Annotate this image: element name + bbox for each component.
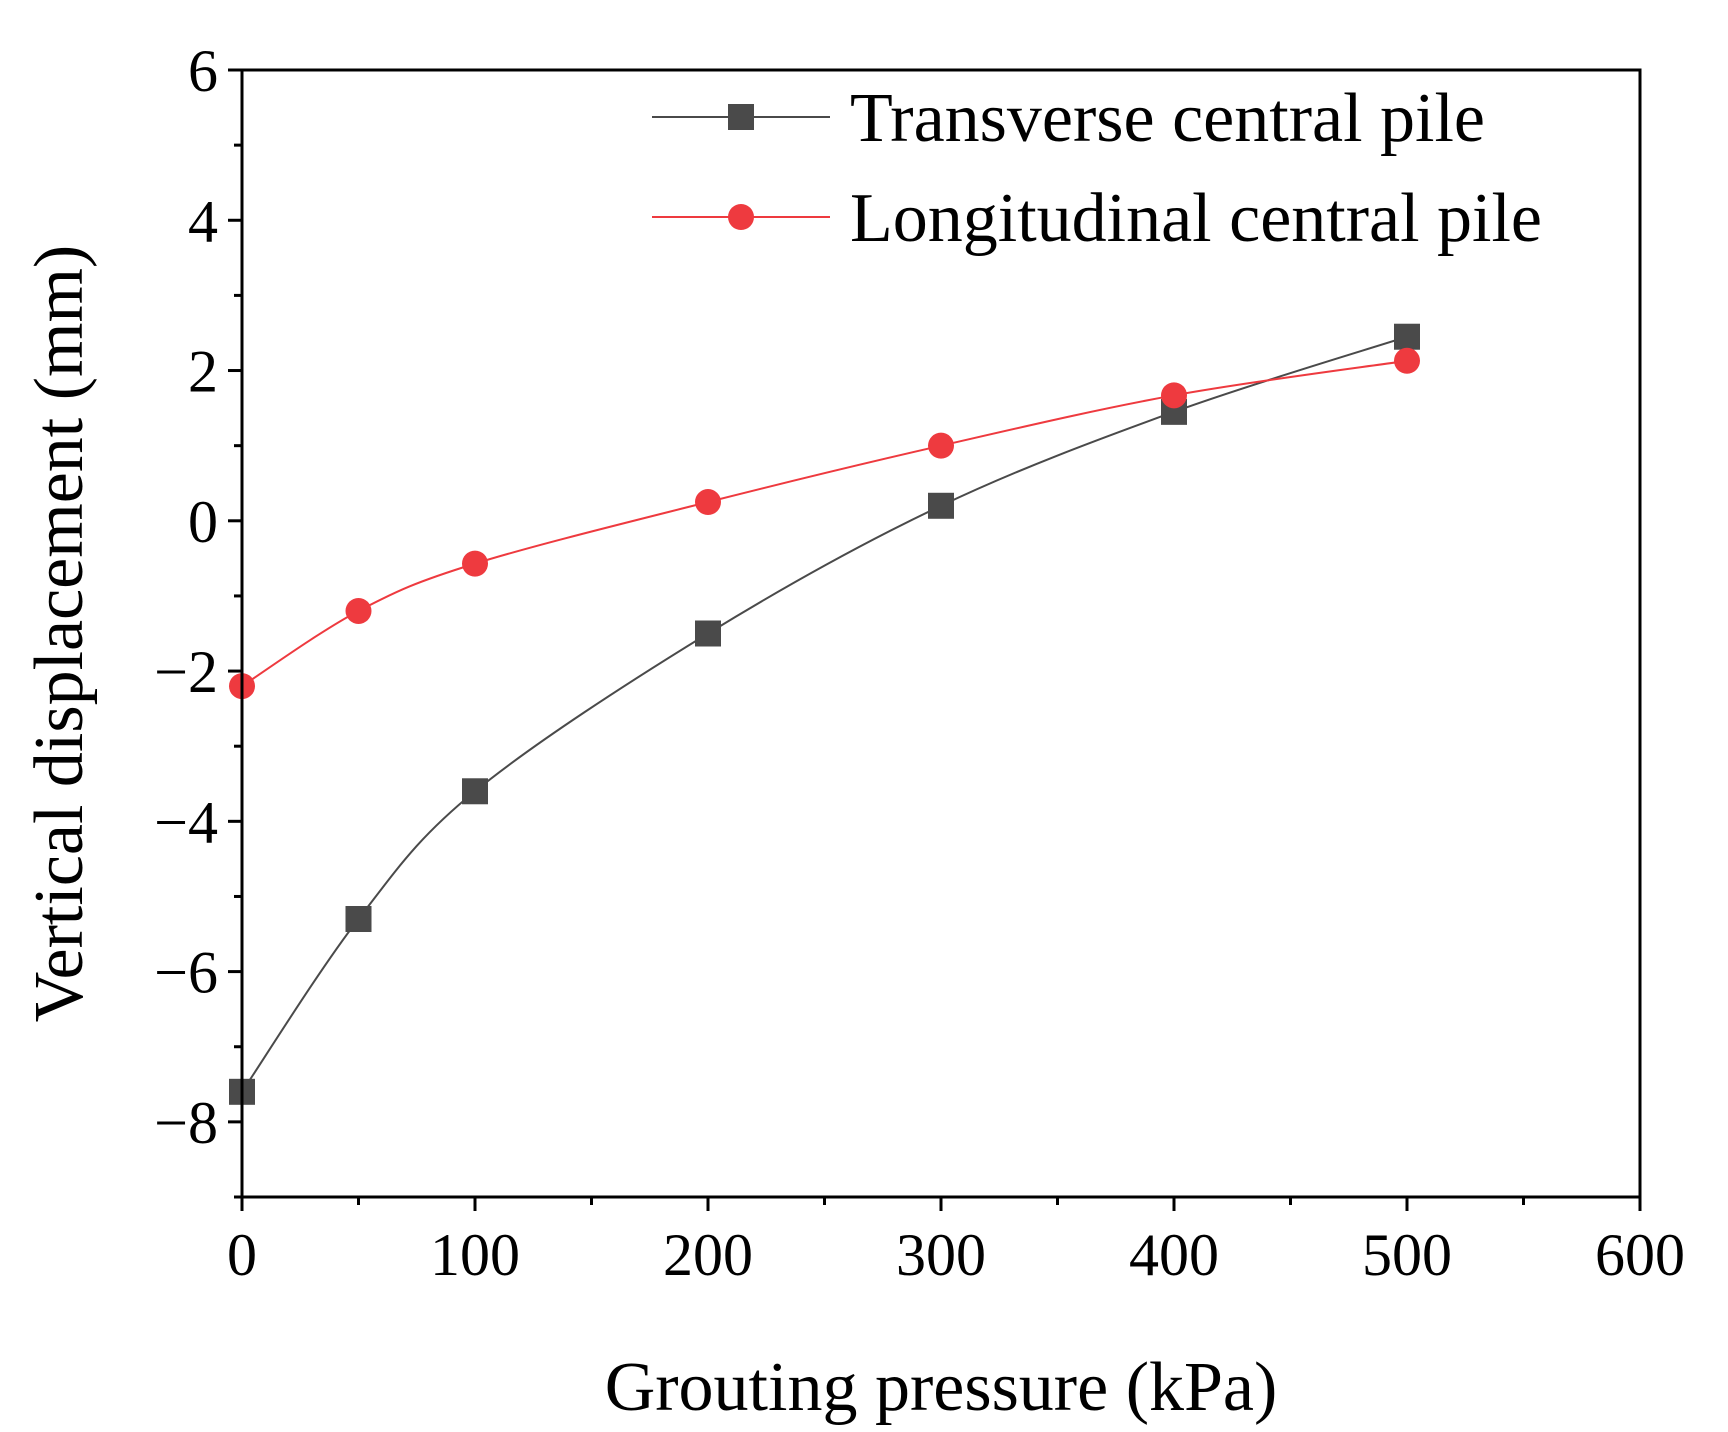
data-point-circle [928, 432, 954, 459]
y-tick-label: 2 [188, 339, 218, 405]
legend-marker-square [728, 104, 754, 130]
y-axis-title: Vertical displacement (mm) [21, 245, 98, 1023]
data-point-square [462, 778, 488, 805]
y-tick-label: −2 [154, 639, 218, 705]
y-tick-label: 0 [188, 489, 218, 555]
y-tick-label: −6 [154, 940, 218, 1006]
data-point-square [1394, 323, 1420, 350]
legend-label: Longitudinal central pile [850, 180, 1542, 257]
x-tick-label: 400 [1129, 1222, 1219, 1288]
x-tick-label: 100 [430, 1222, 520, 1288]
data-point-circle [462, 550, 488, 577]
x-tick-label: 200 [663, 1222, 753, 1288]
legend-entry: Longitudinal central pile [652, 180, 1542, 257]
x-axis-title: Grouting pressure (kPa) [605, 1349, 1278, 1426]
y-tick-label: −4 [154, 789, 218, 855]
y-tick-label: 4 [188, 188, 218, 254]
data-point-circle [345, 597, 372, 624]
axis-ticks [228, 68, 1642, 1211]
legend-marker-circle [728, 204, 754, 230]
data-point-circle [1161, 382, 1187, 409]
y-tick-label: −8 [154, 1090, 218, 1156]
series-longitudinal [229, 347, 1420, 700]
tick-labels: 0 100 200 300 400 500 600 −8 −6 −4 −2 0 2 4 6 [154, 38, 1685, 1288]
series-layer [229, 323, 1420, 1105]
data-point-square [695, 620, 721, 647]
x-tick-label: 0 [227, 1222, 257, 1288]
x-tick-label: 600 [1595, 1222, 1685, 1288]
x-tick-label: 500 [1362, 1222, 1452, 1288]
y-tick-label: 6 [188, 38, 218, 104]
data-point-square [928, 492, 954, 519]
data-point-circle [1394, 347, 1420, 374]
data-point-square [345, 906, 372, 933]
legend-entry: Transverse central pile [652, 80, 1485, 157]
legend: Transverse central pile Longitudinal cent… [652, 80, 1542, 257]
series-transverse [229, 323, 1420, 1105]
series-line [241, 335, 1408, 1093]
legend-label: Transverse central pile [850, 80, 1485, 157]
x-tick-label: 300 [896, 1222, 986, 1288]
series-line [241, 359, 1408, 687]
data-point-circle [695, 489, 721, 516]
